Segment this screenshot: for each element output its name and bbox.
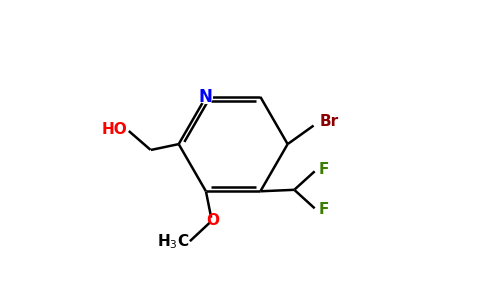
Text: F: F <box>318 162 329 177</box>
Text: Br: Br <box>320 114 339 129</box>
Text: O: O <box>206 213 219 228</box>
Text: N: N <box>199 88 213 106</box>
Circle shape <box>199 91 212 103</box>
Text: F: F <box>318 202 329 217</box>
Text: H$_3$C: H$_3$C <box>157 232 189 251</box>
Text: HO: HO <box>102 122 127 137</box>
